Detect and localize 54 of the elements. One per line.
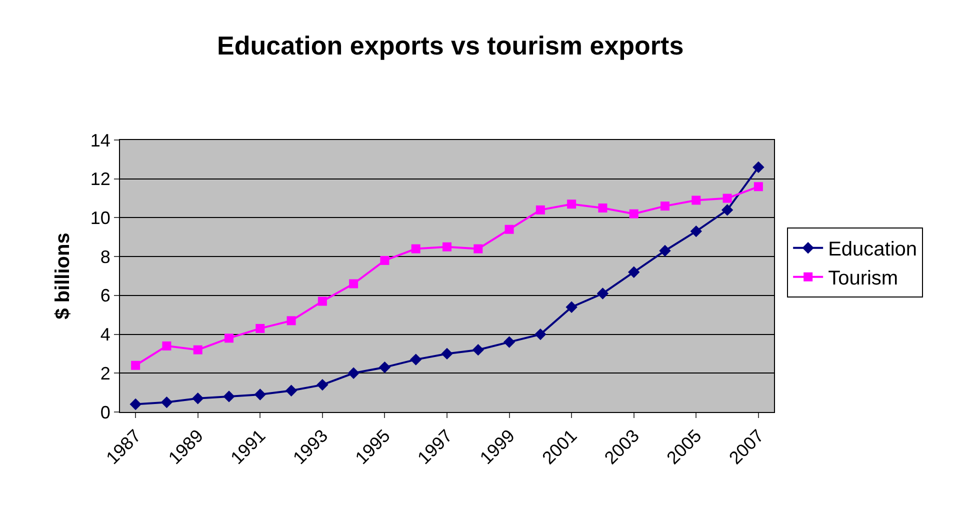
point [503,336,516,348]
point [566,301,578,313]
point [131,360,140,370]
y-tick-label: 12 [90,169,110,190]
y-tick-label: 14 [90,130,110,150]
point [162,341,172,350]
point [722,194,732,203]
legend-label: Education [828,238,918,261]
point [628,266,640,278]
point [441,348,453,360]
point [318,296,327,306]
point [442,242,452,252]
point [286,316,296,326]
y-tick-label: 8 [100,246,110,267]
point [659,244,671,257]
point [598,204,608,212]
point [536,205,545,214]
y-tick-label: 4 [100,324,110,345]
point [474,244,483,254]
point [316,378,328,391]
point [567,200,576,209]
legend-label: Tourism [828,268,898,290]
point [192,392,204,404]
point [130,398,142,410]
y-tick-label: 0 [100,402,110,422]
chart-title: Education exports vs tourism exports [217,30,684,61]
point [754,182,763,192]
point [380,256,390,265]
point [348,367,360,379]
point [721,204,734,216]
point [472,344,484,356]
point [349,279,358,288]
point [411,244,420,254]
point [629,209,638,218]
point [285,384,298,396]
point [534,328,546,340]
point [193,345,202,354]
point [692,196,701,205]
point [690,225,702,238]
point [596,288,609,300]
point [254,388,266,400]
point [224,334,234,343]
point [504,224,514,234]
y-tick-label: 2 [100,363,110,384]
point [752,161,764,174]
point [410,354,422,366]
y-tick-label: 10 [90,208,110,228]
y-axis-title: $ billions [52,232,74,320]
point [160,396,173,408]
point [223,390,235,402]
point [660,202,670,211]
y-tick-label: 6 [100,286,110,306]
point [378,361,391,374]
point [256,324,265,333]
